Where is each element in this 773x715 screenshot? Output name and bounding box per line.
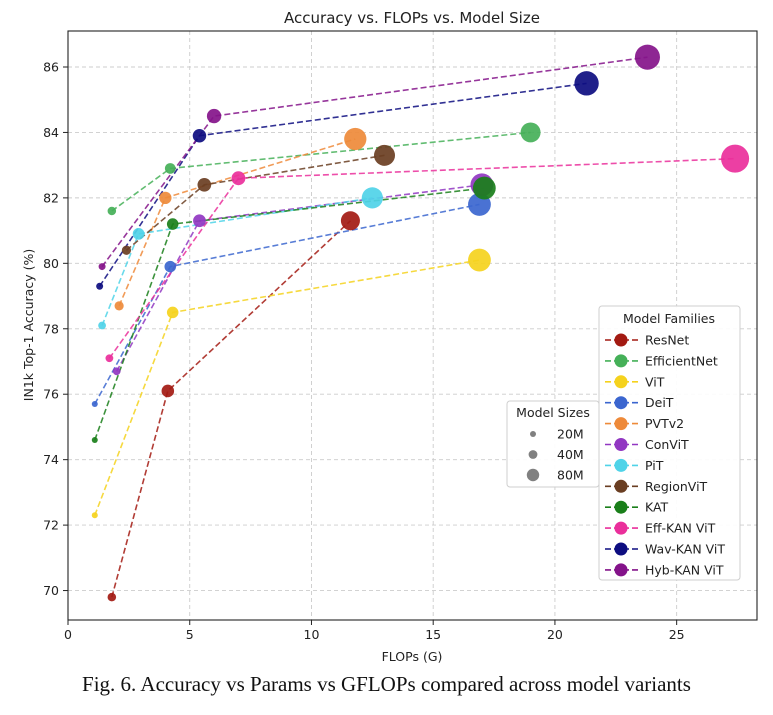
y-tick-label: 84 bbox=[43, 125, 59, 140]
data-point bbox=[132, 227, 145, 240]
series-line bbox=[111, 220, 351, 598]
data-point bbox=[98, 321, 106, 330]
data-point bbox=[344, 127, 367, 151]
data-point bbox=[114, 301, 124, 311]
family-legend-title: Model Families bbox=[623, 311, 715, 326]
legend-marker bbox=[614, 396, 628, 410]
legend-label: Eff-KAN ViT bbox=[645, 521, 716, 536]
legend-label: ConViT bbox=[645, 437, 689, 452]
size-marker bbox=[528, 450, 538, 459]
legend-marker bbox=[614, 500, 628, 514]
data-point bbox=[98, 263, 106, 271]
legend-label: Hyb-KAN ViT bbox=[645, 562, 724, 577]
legend-marker bbox=[614, 479, 628, 493]
series-group bbox=[91, 44, 750, 602]
legend-label: ResNet bbox=[645, 333, 689, 348]
x-tick-label: 20 bbox=[547, 627, 563, 642]
legend-marker bbox=[614, 458, 628, 472]
legend-marker bbox=[614, 417, 628, 431]
legend-label: PiT bbox=[645, 458, 664, 473]
data-point bbox=[166, 218, 179, 230]
series-line bbox=[101, 197, 373, 326]
data-point bbox=[472, 176, 496, 200]
legend-marker bbox=[614, 354, 628, 368]
axis-ticks: 0 5 10 15 20 25 70 72 74 76 78 80 82 84 86 bbox=[43, 59, 685, 642]
legend-marker bbox=[614, 438, 628, 451]
series-line bbox=[118, 138, 356, 307]
data-point bbox=[166, 306, 179, 319]
legend-label: PVTv2 bbox=[645, 416, 684, 431]
data-point bbox=[107, 206, 117, 216]
x-axis-label: FLOPs (G) bbox=[382, 649, 443, 664]
size-legend: Model Sizes 20M 40M 80M bbox=[506, 400, 600, 488]
x-tick-label: 10 bbox=[304, 627, 320, 642]
data-point bbox=[193, 214, 206, 228]
data-point bbox=[164, 163, 176, 174]
data-point bbox=[91, 401, 98, 408]
data-point bbox=[721, 144, 750, 173]
legend-label: EfficientNet bbox=[645, 353, 718, 368]
legend-label: Wav-KAN ViT bbox=[645, 542, 725, 557]
legend-label: DeiT bbox=[645, 395, 674, 410]
data-point bbox=[91, 437, 98, 444]
y-tick-label: 82 bbox=[43, 190, 59, 205]
legend-label: KAT bbox=[645, 500, 669, 515]
y-tick-label: 78 bbox=[43, 321, 59, 336]
data-point bbox=[574, 71, 599, 96]
data-point bbox=[96, 282, 104, 290]
figure-caption: Fig. 6. Accuracy vs Params vs GFLOPs com… bbox=[82, 672, 691, 696]
y-tick-label: 76 bbox=[43, 387, 59, 402]
data-point bbox=[91, 512, 98, 519]
data-point bbox=[192, 128, 207, 143]
y-tick-label: 80 bbox=[43, 256, 59, 271]
y-tick-label: 74 bbox=[43, 452, 59, 467]
data-point bbox=[231, 171, 246, 186]
series-line bbox=[98, 82, 587, 287]
chart: 0 5 10 15 20 25 70 72 74 76 78 80 82 84 86 Accuracy vs… bbox=[21, 9, 758, 664]
x-tick-label: 0 bbox=[64, 627, 72, 642]
legend-marker bbox=[614, 521, 628, 535]
size-marker bbox=[530, 431, 536, 437]
data-point bbox=[161, 384, 175, 398]
data-point bbox=[121, 245, 132, 255]
chart-title: Accuracy vs. FLOPs vs. Model Size bbox=[284, 9, 540, 27]
x-tick-label: 15 bbox=[425, 627, 441, 642]
data-point bbox=[361, 187, 383, 209]
series-line bbox=[111, 131, 531, 212]
data-point bbox=[159, 191, 172, 205]
family-legend: Model Families ResNet EfficientNet ViT DeiT… bbox=[598, 305, 741, 581]
data-point bbox=[520, 122, 541, 143]
data-point bbox=[164, 260, 177, 273]
family-legend-box bbox=[598, 305, 741, 581]
legend-marker bbox=[614, 563, 628, 577]
data-point bbox=[112, 367, 121, 376]
data-point bbox=[206, 108, 222, 124]
data-point bbox=[373, 144, 396, 166]
y-axis-label: IN1k Top-1 Accuracy (%) bbox=[21, 249, 36, 401]
plot-frame bbox=[67, 30, 758, 621]
size-legend-title: Model Sizes bbox=[516, 405, 590, 420]
legend-marker bbox=[614, 333, 628, 347]
data-point bbox=[107, 592, 117, 602]
series-line bbox=[101, 56, 648, 268]
data-point bbox=[468, 248, 491, 272]
data-point bbox=[634, 44, 660, 70]
y-tick-label: 86 bbox=[43, 59, 59, 74]
legend-marker bbox=[614, 375, 628, 389]
data-point bbox=[197, 177, 212, 192]
data-point bbox=[105, 354, 114, 363]
legend-marker bbox=[614, 542, 628, 556]
legend-label: ViT bbox=[645, 374, 665, 389]
series-line bbox=[94, 203, 480, 405]
y-tick-label: 70 bbox=[43, 583, 59, 598]
data-point bbox=[340, 211, 360, 231]
size-marker bbox=[526, 468, 540, 482]
x-tick-label: 25 bbox=[669, 627, 685, 642]
size-label: 80M bbox=[557, 468, 584, 483]
x-tick-label: 5 bbox=[186, 627, 194, 642]
size-label: 40M bbox=[557, 447, 584, 462]
legend-label: RegionViT bbox=[645, 479, 708, 494]
y-tick-label: 72 bbox=[43, 518, 59, 533]
size-label: 20M bbox=[557, 427, 584, 442]
